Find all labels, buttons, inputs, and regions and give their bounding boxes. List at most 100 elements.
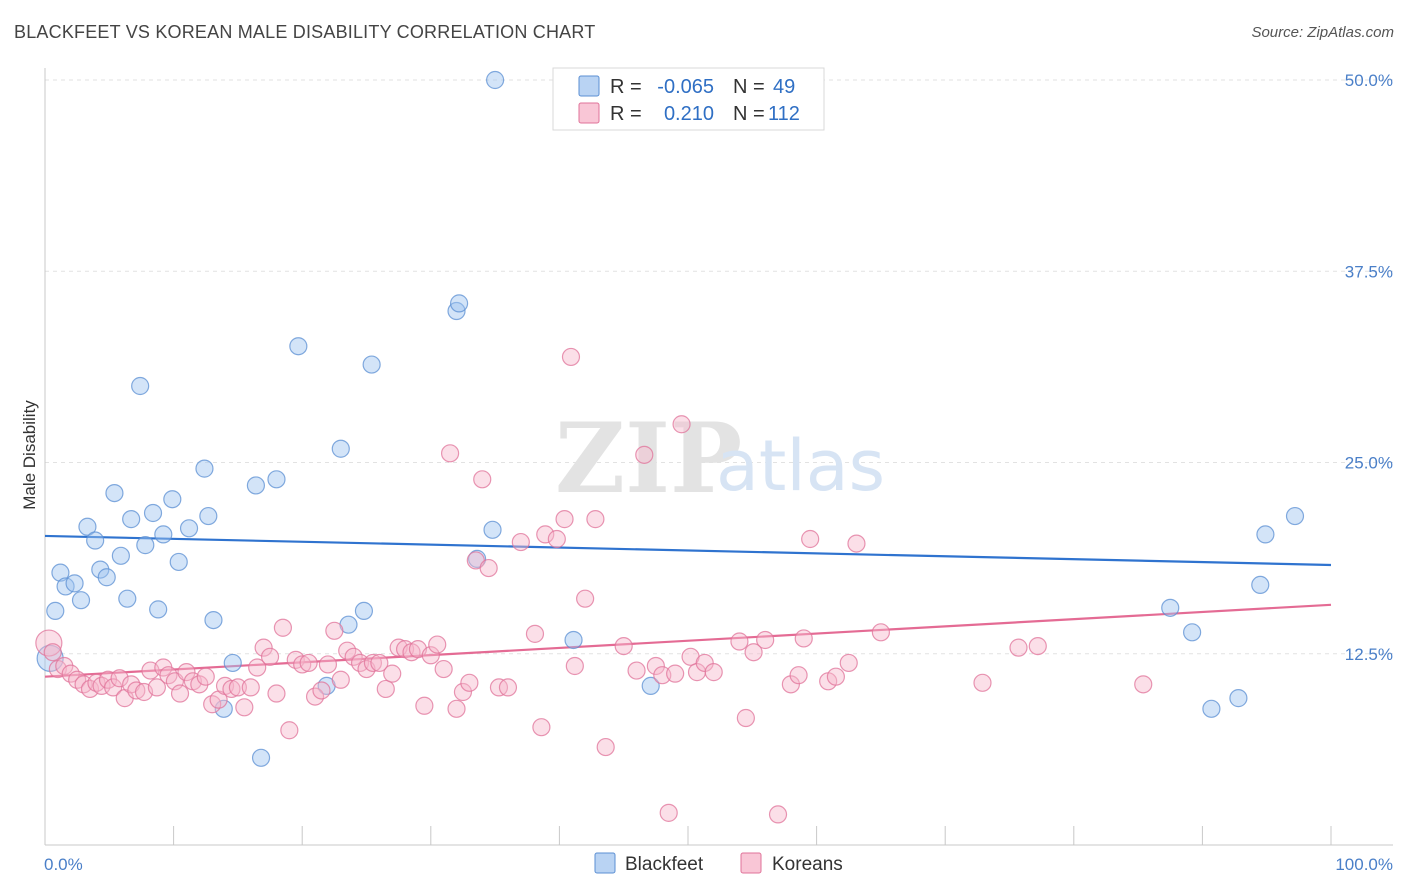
koreans-point-84 [614, 636, 633, 656]
blackfeet-point-19 [163, 490, 182, 509]
series-legend: Blackfeet Koreans [594, 852, 843, 875]
blackfeet-point-5 [71, 591, 91, 610]
blackfeet-point-17 [149, 600, 168, 619]
koreans-point-44 [312, 681, 331, 700]
koreans-point-8 [87, 673, 106, 692]
koreans-point-87 [646, 656, 665, 676]
koreans-point-15 [127, 681, 146, 700]
blackfeet-point-4 [65, 574, 84, 593]
blackfeet-point-41 [564, 630, 583, 650]
koreans-swatch [578, 102, 600, 124]
koreans-point-89 [659, 803, 678, 822]
koreans-point-47 [331, 670, 350, 689]
koreans-point-96 [730, 632, 749, 651]
koreans-point-23 [177, 663, 196, 682]
koreans-point-106 [826, 667, 845, 686]
koreans-point-67 [460, 673, 479, 692]
koreans-point-70 [479, 558, 498, 578]
blackfeet-point-43 [1161, 598, 1180, 617]
blackfeet-point-1 [46, 601, 65, 621]
koreans-point-83 [596, 737, 615, 757]
blackfeet-point-15 [136, 536, 155, 555]
koreans-n-value: 112 [768, 103, 800, 125]
trend-lines [44, 534, 1332, 678]
y-tick-labels: 12.5% 25.0% 37.5% 50.0% [1345, 71, 1393, 664]
koreans-point-33 [241, 678, 260, 697]
koreans-point-0 [35, 629, 63, 657]
koreans-point-74 [525, 624, 545, 643]
koreans-point-108 [847, 534, 866, 553]
blackfeet-point-46 [1229, 689, 1248, 708]
blackfeet-point-26 [223, 653, 242, 673]
koreans-point-72 [498, 678, 518, 697]
koreans-point-61 [421, 646, 440, 665]
koreans-point-80 [565, 656, 584, 676]
blackfeet-point-49 [1285, 506, 1305, 526]
blackfeet-point-28 [251, 748, 271, 767]
koreans-point-81 [576, 589, 595, 608]
koreans-point-79 [561, 347, 581, 367]
blackfeet-point-6 [78, 517, 97, 536]
koreans-point-55 [383, 664, 402, 683]
blackfeet-point-37 [449, 294, 469, 313]
koreans-point-64 [440, 444, 460, 463]
blackfeet-point-47 [1251, 575, 1270, 595]
axes [44, 68, 1393, 846]
blackfeet-point-40 [486, 70, 505, 90]
blackfeet-point-13 [122, 510, 141, 529]
blackfeet-swatch [578, 75, 600, 97]
koreans-point-12 [110, 669, 129, 688]
blackfeet-point-23 [199, 506, 218, 526]
blackfeet-point-16 [143, 503, 163, 523]
blackfeet-n-label: N = [733, 76, 765, 98]
blackfeet-point-14 [131, 376, 150, 396]
watermark-zip: ZIP [555, 402, 742, 515]
blackfeet-point-2 [51, 563, 70, 582]
koreans-point-53 [370, 653, 389, 673]
koreans-point-63 [434, 659, 453, 679]
koreans-point-82 [586, 510, 605, 529]
data-points [35, 70, 1305, 824]
koreans-point-37 [267, 684, 286, 703]
koreans-point-31 [228, 678, 247, 697]
blackfeet-point-44 [1183, 623, 1202, 642]
koreans-point-36 [260, 647, 280, 666]
koreans-point-104 [801, 529, 820, 549]
x-tick-labels: 0.0% 100.0% [44, 855, 1393, 874]
blackfeet-n-value: 49 [773, 76, 795, 98]
blackfeet-point-9 [97, 568, 116, 587]
koreans-point-95 [704, 663, 723, 682]
blackfeet-point-10 [105, 484, 124, 503]
blackfeet-point-27 [246, 476, 266, 495]
koreans-point-91 [672, 415, 691, 434]
koreans-point-103 [794, 629, 813, 648]
blackfeet-point-22 [195, 459, 214, 478]
blackfeet-point-25 [214, 699, 233, 718]
koreans-point-77 [547, 529, 566, 549]
koreans-point-1 [43, 643, 62, 662]
y-tick-label-0: 12.5% [1345, 645, 1393, 664]
koreans-point-86 [635, 445, 654, 464]
x-tick-label-1: 100.0% [1335, 855, 1393, 874]
koreans-point-98 [744, 643, 763, 662]
blackfeet-point-35 [362, 355, 381, 374]
koreans-trend-line [44, 603, 1332, 678]
koreans-point-66 [453, 682, 473, 702]
koreans-point-45 [318, 655, 338, 674]
source-credit: Source: ZipAtlas.com [1251, 24, 1394, 41]
y-tick-label-1: 25.0% [1345, 454, 1393, 473]
koreans-point-60 [415, 696, 434, 715]
koreans-point-78 [555, 510, 574, 529]
koreans-point-11 [104, 678, 123, 697]
blackfeet-point-34 [354, 601, 374, 621]
koreans-point-41 [293, 655, 312, 674]
koreans-point-35 [254, 638, 273, 657]
y-axis-label: Male Disability [20, 400, 39, 510]
koreans-point-5 [68, 670, 87, 689]
stats-legend: R = -0.065 N = 49 R = 0.210 N = 112 [552, 67, 825, 131]
blackfeet-point-30 [289, 337, 308, 356]
legend-blackfeet-swatch [594, 852, 616, 874]
blackfeet-point-29 [267, 470, 286, 489]
koreans-point-111 [1009, 638, 1028, 657]
koreans-point-18 [147, 678, 166, 697]
